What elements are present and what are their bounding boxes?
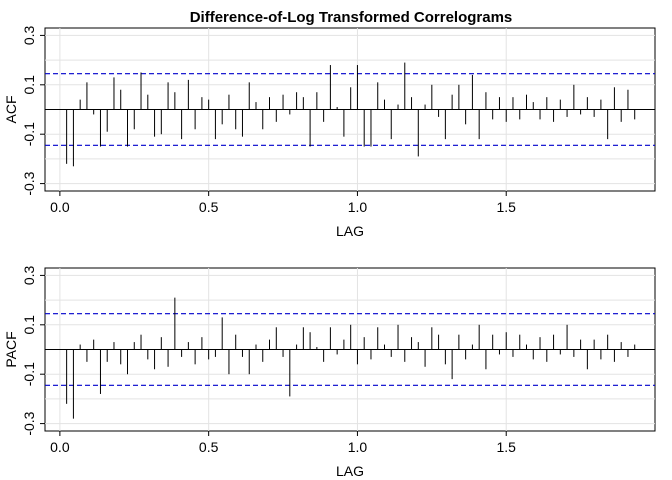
acf-ytick-label: 0.3 — [21, 25, 37, 45]
acf-ytick-label: -0.3 — [21, 171, 37, 195]
pacf-xtick-label: 1.0 — [348, 439, 368, 455]
pacf-x-axis: 0.0 0.5 1.0 1.5 — [50, 431, 516, 455]
pacf-xtick-label: 0.5 — [199, 439, 219, 455]
pacf-x-axis-label: LAG — [336, 463, 364, 479]
acf-xtick-label: 1.0 — [348, 199, 368, 215]
pacf-ytick-label: -0.1 — [21, 362, 37, 386]
pacf-y-axis-label: PACF — [3, 331, 19, 367]
pacf-xtick-label: 1.5 — [496, 439, 516, 455]
acf-xtick-label: 1.5 — [496, 199, 516, 215]
acf-bars — [66, 62, 636, 167]
pacf-ytick-label: -0.3 — [21, 411, 37, 435]
acf-xtick-label: 0.5 — [199, 199, 219, 215]
acf-x-axis: 0.0 0.5 1.0 1.5 — [50, 191, 516, 215]
pacf-ytick-label: 0.1 — [21, 315, 37, 335]
pacf-bars — [66, 297, 636, 419]
pacf-y-axis: -0.3 -0.1 0.1 0.3 — [21, 265, 45, 436]
acf-xtick-label: 0.0 — [50, 199, 70, 215]
pacf-panel: -0.3 -0.1 0.1 0.3 0.0 0.5 1.0 1.5 PACF LAG — [3, 265, 656, 479]
pacf-xtick-label: 0.0 — [50, 439, 70, 455]
pacf-confidence-bands — [45, 313, 655, 386]
chart-title: Difference-of-Log Transformed Correlogra… — [190, 9, 513, 26]
acf-y-axis-label: ACF — [3, 96, 19, 124]
acf-x-axis-label: LAG — [336, 223, 364, 239]
acf-panel: -0.3 -0.1 0.1 0.3 0.0 0.5 1.0 1.5 ACF LAG — [3, 25, 656, 239]
acf-confidence-bands — [45, 73, 655, 146]
acf-ytick-label: 0.1 — [21, 75, 37, 95]
acf-ytick-label: -0.1 — [21, 122, 37, 146]
acf-y-axis: -0.3 -0.1 0.1 0.3 — [21, 25, 45, 196]
pacf-ytick-label: 0.3 — [21, 265, 37, 285]
